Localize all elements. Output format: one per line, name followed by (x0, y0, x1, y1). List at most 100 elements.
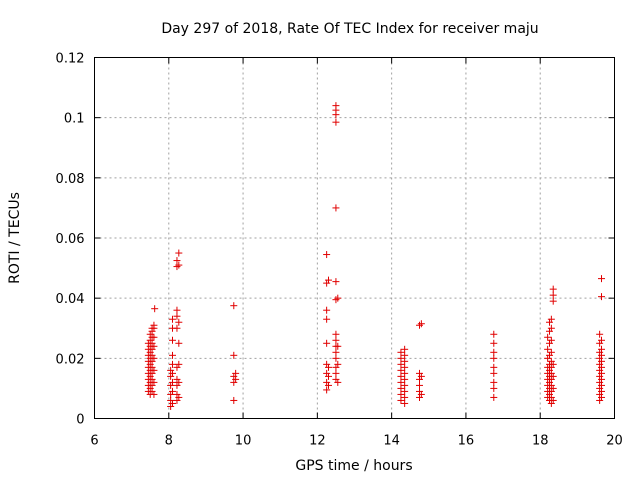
data-point (397, 372, 405, 380)
data-point (325, 276, 332, 284)
data-point (332, 375, 340, 383)
data-point (416, 381, 423, 389)
data-point (175, 249, 183, 257)
axis-ticks: 6 8 10 12 14 16 18 20 0 0.02 0.04 0.06 0.08 0.1 0.12 (56, 52, 623, 449)
data-point (334, 378, 342, 386)
data-point (332, 369, 340, 377)
data-point (150, 321, 158, 329)
data-point (323, 369, 331, 377)
data-point (325, 363, 332, 371)
data-point (169, 351, 176, 359)
y-tick-label: 0.1 (64, 112, 85, 127)
data-point (332, 336, 340, 344)
data-point (150, 390, 158, 398)
data-point (547, 336, 555, 344)
data-point (546, 351, 553, 359)
data-point (401, 381, 409, 389)
data-point (547, 357, 555, 365)
data-point (547, 393, 555, 401)
data-point (323, 315, 331, 323)
data-point (549, 360, 557, 368)
data-point (416, 387, 423, 395)
data-point (596, 378, 604, 386)
data-point (169, 399, 176, 407)
data-point (544, 333, 552, 341)
data-point (148, 369, 156, 377)
data-point (596, 366, 604, 374)
data-point (547, 381, 555, 389)
data-point (169, 387, 176, 395)
data-point (596, 384, 604, 392)
data-point (417, 372, 425, 380)
data-point (547, 375, 555, 383)
data-point (549, 297, 557, 305)
data-point (401, 393, 409, 401)
data-point (332, 204, 340, 212)
data-point (546, 390, 553, 398)
data-point (401, 351, 409, 359)
data-point (175, 360, 183, 368)
x-tick-label: 20 (606, 434, 623, 449)
x-tick-label: 16 (458, 434, 475, 449)
data-point (230, 396, 238, 404)
data-point (148, 345, 156, 353)
data-point (148, 357, 156, 365)
data-points (144, 102, 605, 410)
data-point (146, 360, 154, 368)
data-point (596, 360, 604, 368)
data-point (151, 305, 159, 313)
x-tick-label: 14 (383, 434, 400, 449)
data-point (323, 279, 331, 287)
data-point (598, 393, 605, 401)
data-point (547, 324, 555, 332)
data-point (173, 306, 181, 314)
data-point (169, 378, 176, 386)
data-point (175, 393, 183, 401)
data-point (401, 369, 409, 377)
plot-frame (94, 57, 615, 419)
data-point (598, 375, 605, 383)
data-point (148, 387, 156, 395)
data-point (598, 369, 605, 377)
data-point (175, 339, 183, 347)
data-point (490, 393, 498, 401)
data-point (148, 351, 156, 359)
data-point (549, 372, 557, 380)
data-point (598, 351, 605, 359)
data-point (167, 396, 175, 404)
data-point (416, 393, 423, 401)
data-point (230, 302, 238, 310)
data-point (334, 294, 342, 302)
grid-lines (94, 57, 615, 419)
data-point (547, 363, 555, 371)
data-point (173, 375, 181, 383)
data-point (416, 369, 423, 377)
data-point (596, 396, 604, 404)
data-point (150, 333, 158, 341)
data-point (167, 381, 175, 389)
data-point (323, 360, 331, 368)
data-point (596, 348, 604, 356)
data-point (596, 330, 604, 338)
data-point (546, 318, 553, 326)
data-point (598, 275, 605, 283)
data-point (490, 384, 498, 392)
data-point (325, 372, 332, 380)
x-tick-label: 18 (532, 434, 549, 449)
data-point (401, 363, 409, 371)
data-point (401, 345, 409, 353)
data-point (598, 336, 605, 344)
data-point (547, 369, 555, 377)
data-point (547, 315, 555, 323)
data-point (416, 321, 423, 329)
data-point (401, 387, 409, 395)
data-point (546, 327, 553, 335)
y-tick-label: 0.02 (56, 352, 85, 367)
data-point (546, 339, 553, 347)
x-tick-label: 6 (90, 434, 98, 449)
data-point (148, 375, 156, 383)
data-point (169, 315, 176, 323)
data-point (146, 372, 154, 380)
data-point (490, 363, 498, 371)
data-point (332, 330, 340, 338)
